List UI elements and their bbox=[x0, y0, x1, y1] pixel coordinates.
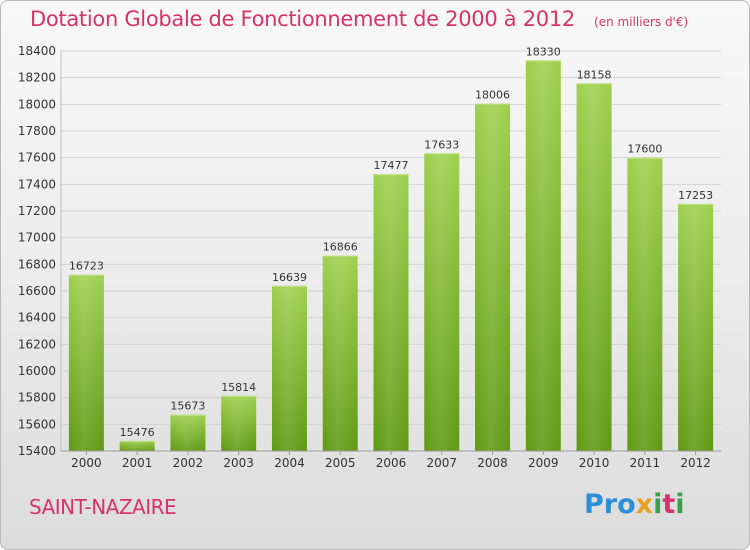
y-tick-label: 16600 bbox=[18, 284, 56, 298]
chart-title: Dotation Globale de Fonctionnement de 20… bbox=[30, 7, 575, 31]
bar-value-label: 15814 bbox=[221, 381, 256, 394]
bar-value-label: 17633 bbox=[424, 138, 459, 151]
y-tick-label: 18000 bbox=[18, 97, 56, 111]
x-tick-label: 2010 bbox=[579, 456, 610, 470]
y-tick-label: 16200 bbox=[18, 337, 56, 351]
y-tick-label: 16800 bbox=[18, 257, 56, 271]
x-tick-label: 2001 bbox=[122, 456, 153, 470]
x-tick-label: 2011 bbox=[630, 456, 661, 470]
y-tick-label: 16000 bbox=[18, 364, 56, 378]
y-tick-label: 17600 bbox=[18, 151, 56, 165]
bar-shine bbox=[678, 203, 714, 451]
bar-value-label: 18330 bbox=[526, 45, 561, 58]
bar-value-label: 18158 bbox=[577, 68, 612, 81]
y-tick-label: 17800 bbox=[18, 124, 56, 138]
chart-subtitle: (en milliers d'€) bbox=[594, 15, 689, 29]
bar-value-label: 15476 bbox=[120, 426, 155, 439]
bar-value-label: 18006 bbox=[475, 89, 510, 102]
y-tick-label: 18200 bbox=[18, 71, 56, 85]
bar-shine bbox=[576, 83, 612, 452]
bar-value-label: 17253 bbox=[678, 189, 713, 202]
bar-shine bbox=[475, 103, 511, 452]
x-tick-label: 2012 bbox=[680, 456, 711, 470]
x-tick-label: 2005 bbox=[325, 456, 356, 470]
x-tick-label: 2006 bbox=[376, 456, 407, 470]
x-tick-label: 2008 bbox=[477, 456, 508, 470]
bar-shine bbox=[68, 274, 104, 451]
x-tick-label: 2000 bbox=[71, 456, 102, 470]
x-tick-label: 2002 bbox=[173, 456, 204, 470]
x-tick-label: 2009 bbox=[528, 456, 559, 470]
y-tick-label: 17400 bbox=[18, 177, 56, 191]
bar-shine bbox=[271, 285, 307, 451]
y-tick-label: 17000 bbox=[18, 231, 56, 245]
proxiti-logo: Proxiti bbox=[584, 489, 685, 520]
bar-shine bbox=[119, 440, 155, 451]
bar-value-label: 16866 bbox=[323, 241, 358, 254]
bar-shine bbox=[170, 414, 206, 451]
y-tick-label: 15400 bbox=[18, 444, 56, 458]
x-tick-label: 2007 bbox=[426, 456, 457, 470]
bar-shine bbox=[525, 60, 561, 451]
bar-layer: 16723 15476 15673 15814 16639 16866 17477 17633… bbox=[68, 45, 714, 452]
bar-shine bbox=[424, 153, 460, 451]
title-row: Dotation Globale de Fonctionnement de 20… bbox=[30, 7, 688, 31]
bar-shine bbox=[322, 255, 358, 451]
bar-value-label: 17600 bbox=[627, 143, 662, 156]
bar-value-label: 17477 bbox=[374, 159, 409, 172]
x-tick-label: 2004 bbox=[274, 456, 305, 470]
bar-shine bbox=[627, 157, 663, 451]
bar-shine bbox=[373, 174, 409, 452]
y-tick-label: 15600 bbox=[18, 417, 56, 431]
bar-value-label: 16723 bbox=[69, 260, 104, 273]
bar-value-label: 16639 bbox=[272, 271, 307, 284]
y-tick-label: 15800 bbox=[18, 391, 56, 405]
axis-layer: 15400 15600 15800 16000 16200 16400 16600 16800… bbox=[18, 44, 721, 470]
commune-name: SAINT-NAZAIRE bbox=[29, 495, 177, 519]
x-tick-label: 2003 bbox=[223, 456, 254, 470]
y-tick-label: 16400 bbox=[18, 311, 56, 325]
y-tick-label: 18400 bbox=[18, 44, 56, 58]
bar-shine bbox=[221, 395, 257, 451]
bar-value-label: 15673 bbox=[170, 400, 205, 413]
y-tick-label: 17200 bbox=[18, 204, 56, 218]
